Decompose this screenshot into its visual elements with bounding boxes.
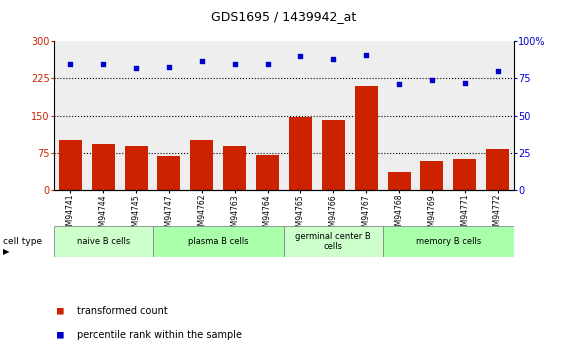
Bar — [124, 146, 148, 190]
Point — [165, 64, 174, 69]
Bar — [289, 117, 312, 190]
Point — [132, 65, 141, 71]
Bar — [153, 226, 284, 257]
Bar — [256, 155, 279, 190]
Bar — [54, 226, 153, 257]
Bar — [387, 172, 411, 190]
Text: percentile rank within the sample: percentile rank within the sample — [77, 330, 241, 339]
Bar — [453, 159, 476, 190]
Point — [460, 80, 469, 86]
Text: GDS1695 / 1439942_at: GDS1695 / 1439942_at — [211, 10, 357, 23]
Point — [329, 57, 338, 62]
Bar — [420, 161, 444, 190]
Point — [296, 53, 305, 59]
Bar — [383, 226, 514, 257]
Text: cell type: cell type — [3, 237, 42, 246]
Text: ▶: ▶ — [3, 247, 9, 256]
Point — [230, 61, 239, 66]
Text: plasma B cells: plasma B cells — [188, 237, 249, 246]
Bar — [322, 119, 345, 190]
Text: ■: ■ — [57, 330, 64, 339]
Bar — [354, 86, 378, 190]
Bar — [157, 156, 181, 190]
Point — [394, 82, 403, 87]
Point — [99, 61, 108, 66]
Point — [197, 58, 206, 63]
Bar — [486, 149, 509, 190]
Text: germinal center B
cells: germinal center B cells — [295, 232, 371, 251]
Point — [493, 68, 502, 74]
Bar — [190, 140, 214, 190]
Text: transformed count: transformed count — [77, 306, 168, 315]
Text: memory B cells: memory B cells — [416, 237, 481, 246]
Point — [427, 77, 436, 83]
Point — [362, 52, 371, 58]
Bar — [284, 226, 383, 257]
Point — [263, 61, 272, 66]
Point — [66, 61, 75, 66]
Bar — [92, 144, 115, 190]
Text: ■: ■ — [57, 306, 64, 315]
Bar — [59, 140, 82, 190]
Text: naive B cells: naive B cells — [77, 237, 130, 246]
Bar — [223, 146, 246, 190]
